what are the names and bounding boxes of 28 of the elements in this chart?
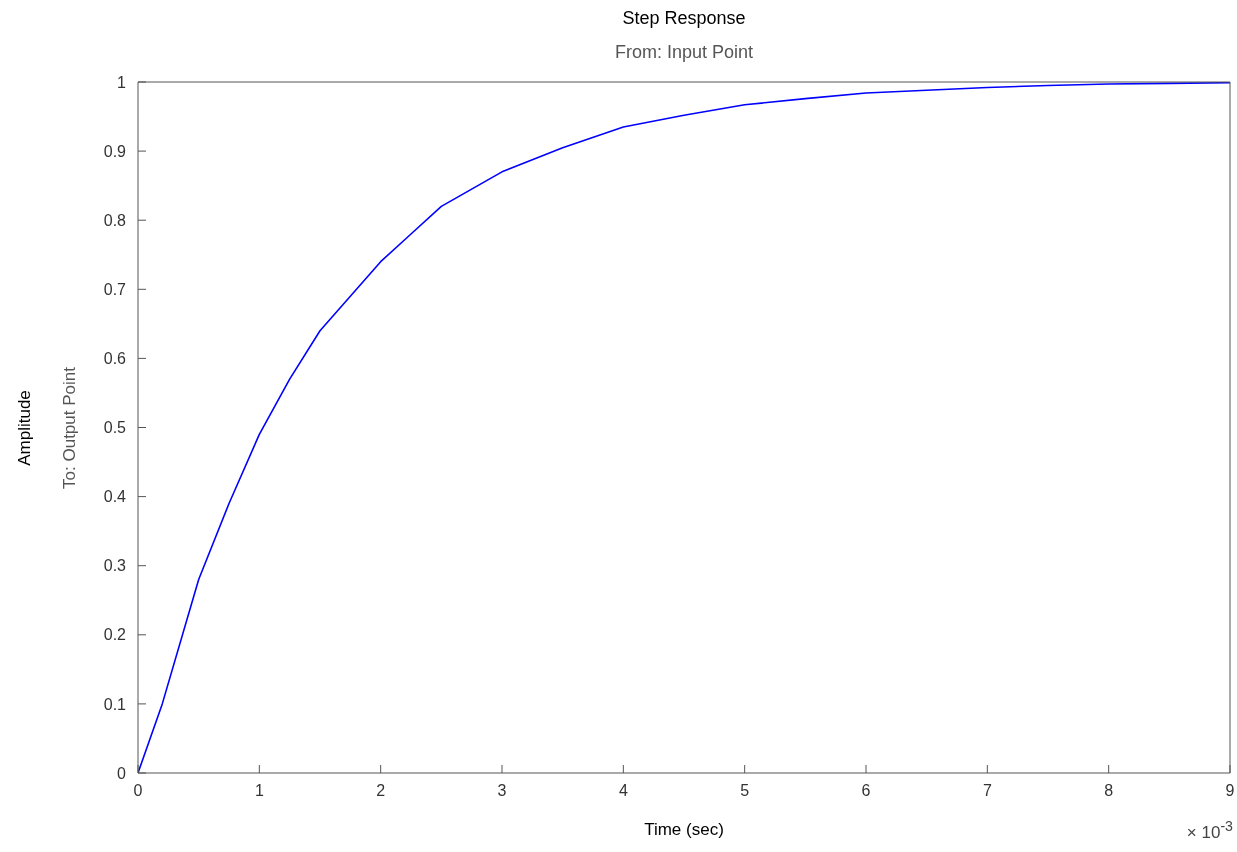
x-tick-label: 6 [861,782,871,800]
x-tick-label: 0 [133,782,143,800]
y-tick-label: 0.5 [103,419,127,437]
y-tick-label: 0.7 [103,280,127,298]
text: × 10$^{-3}$ [1186,818,1233,843]
y-tick-label: 0.4 [103,488,127,506]
x-tick-label: 3 [497,782,507,800]
x-tick-label: 7 [982,782,992,800]
y-tick-label: 1 [117,73,127,91]
y-tick-label: 0.1 [103,695,127,713]
y-tick-label: 0.2 [103,626,127,644]
y-tick-label: 0.8 [103,211,127,229]
text: To: Output Point [60,367,80,489]
y-tick-label: 0.9 [103,142,127,160]
y-tick-label: 0.6 [103,350,127,368]
y-axis-title: Amplitude [15,390,35,466]
x-axis-title: Time (sec) [644,820,724,839]
x-tick-label: 9 [1225,782,1235,800]
chart-subtitle: From: Input Point [613,42,755,63]
chart-title: Step Response [621,8,747,29]
x-tick-label: 2 [376,782,386,800]
y-tick-label: 0.3 [103,557,127,575]
x-tick-label: 5 [740,782,750,800]
x-tick-label: 1 [254,782,264,800]
x-tick-label: 8 [1104,782,1114,800]
x-tick-label: 4 [618,782,628,800]
line-series [138,82,1230,773]
y-tick-label: 0 [117,764,127,782]
